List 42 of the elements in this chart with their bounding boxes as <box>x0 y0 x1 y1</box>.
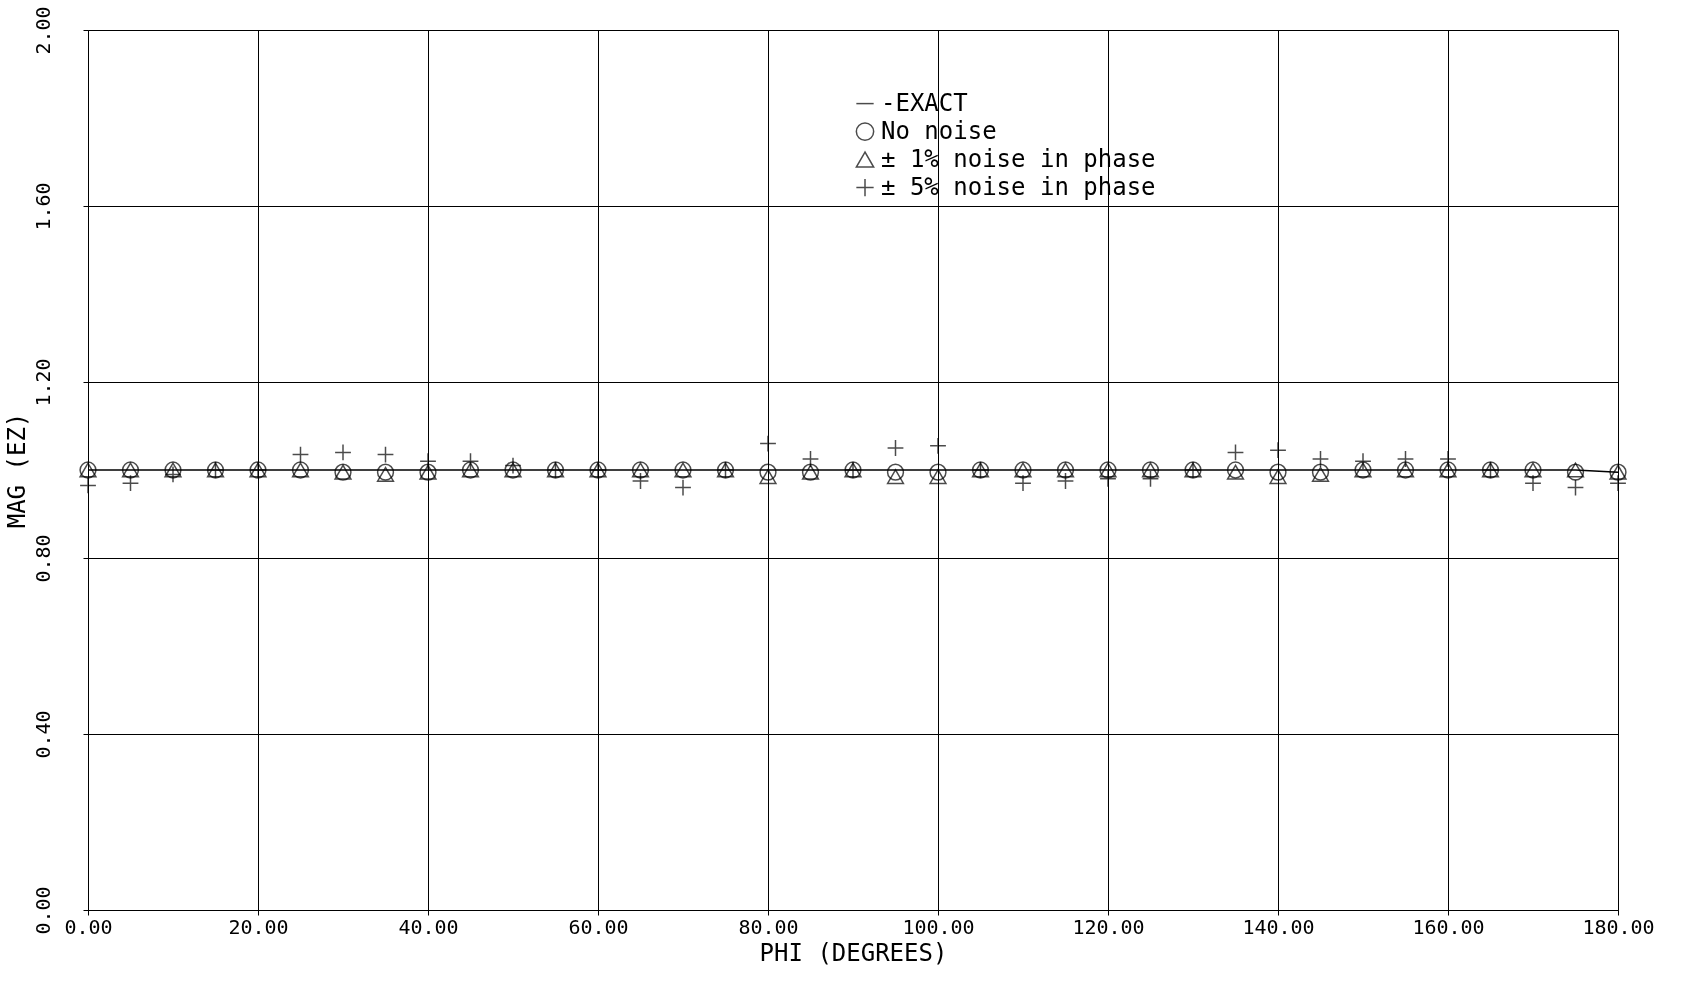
point <box>1269 469 1287 485</box>
point <box>121 474 140 492</box>
point <box>1269 463 1287 481</box>
y-tick-label: 2.00 <box>30 6 55 55</box>
point <box>1311 450 1330 468</box>
x-tick-label: 80.00 <box>738 914 799 939</box>
point <box>886 439 905 457</box>
point <box>504 456 522 475</box>
point <box>1566 478 1585 497</box>
point <box>291 445 310 464</box>
point <box>801 450 820 468</box>
x-tick-label: 120.00 <box>1072 914 1145 939</box>
x-tick-label: 140.00 <box>1242 914 1315 939</box>
point <box>929 469 947 485</box>
x-tick-label: 0.00 <box>64 914 113 939</box>
point <box>886 469 905 485</box>
point <box>631 472 650 490</box>
point <box>164 465 182 484</box>
point <box>334 443 352 462</box>
point <box>759 463 777 481</box>
x-tick-label: 180.00 <box>1582 914 1655 939</box>
y-tick-label: 1.20 <box>30 358 55 407</box>
x-tick-label: 40.00 <box>398 914 459 939</box>
point <box>886 463 905 481</box>
point <box>929 463 947 481</box>
point <box>674 478 692 497</box>
y-tick-label: 1.60 <box>30 182 55 231</box>
x-tick-label: 20.00 <box>228 914 289 939</box>
x-tick-label: 100.00 <box>902 914 975 939</box>
point <box>1226 443 1245 462</box>
point <box>1396 450 1415 468</box>
y-tick-label: 0.40 <box>30 710 55 759</box>
point <box>376 445 395 464</box>
x-tick-label: 60.00 <box>568 914 629 939</box>
point <box>759 469 777 485</box>
x-tick-label: 160.00 <box>1412 914 1485 939</box>
x-axis-title: PHI (DEGREES) <box>759 938 948 967</box>
y-tick-label: 0.80 <box>30 534 55 583</box>
point <box>461 452 480 470</box>
y-axis-title: MAG (EZ) <box>2 412 31 529</box>
point <box>1141 470 1160 488</box>
point <box>1056 472 1075 490</box>
